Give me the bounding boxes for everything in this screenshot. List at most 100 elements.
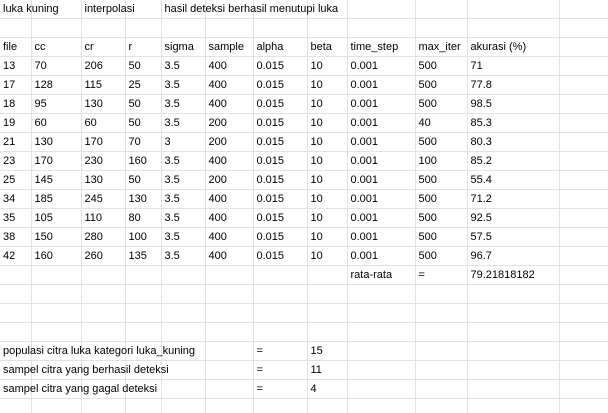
table-cell[interactable]: 100 [415, 151, 468, 171]
table-cell[interactable]: 0.015 [253, 208, 308, 228]
table-cell[interactable]: 10 [307, 75, 348, 95]
table-cell[interactable]: 128 [31, 75, 82, 95]
column-header-r[interactable]: r [125, 37, 162, 57]
cell[interactable] [559, 189, 608, 209]
table-cell[interactable]: 500 [415, 132, 468, 152]
table-cell[interactable]: 0.015 [253, 56, 308, 76]
cell[interactable] [559, 265, 608, 285]
table-cell[interactable]: 110 [81, 208, 126, 228]
table-cell[interactable]: 3.5 [161, 113, 206, 133]
table-cell[interactable]: 280 [81, 227, 126, 247]
table-cell[interactable]: 71 [467, 56, 560, 76]
table-cell[interactable]: 3.5 [161, 246, 206, 266]
cell[interactable] [31, 303, 82, 323]
cell[interactable] [161, 18, 206, 38]
table-cell[interactable]: 3.5 [161, 56, 206, 76]
table-cell[interactable]: 3.5 [161, 189, 206, 209]
cell[interactable] [125, 265, 162, 285]
table-cell[interactable]: 0.015 [253, 170, 308, 190]
cell[interactable] [347, 18, 416, 38]
table-cell[interactable]: 130 [81, 94, 126, 114]
table-cell[interactable]: 10 [307, 113, 348, 133]
table-cell[interactable]: 71.2 [467, 189, 560, 209]
cell[interactable] [415, 18, 468, 38]
summary-populasi-equals[interactable]: = [253, 341, 308, 361]
cell[interactable]: sampel citra yang gagal deteksi [0, 379, 157, 399]
cell[interactable] [415, 341, 468, 361]
table-cell[interactable]: 0.001 [347, 151, 416, 171]
table-cell[interactable]: 400 [205, 75, 254, 95]
cell[interactable] [559, 227, 608, 247]
table-cell[interactable]: 38 [0, 227, 32, 247]
table-cell[interactable]: 34 [0, 189, 32, 209]
cell[interactable] [161, 379, 206, 399]
cell[interactable] [205, 379, 254, 399]
cell[interactable] [415, 0, 468, 19]
table-cell[interactable]: 96.7 [467, 246, 560, 266]
cell[interactable] [347, 322, 416, 342]
cell[interactable] [81, 341, 126, 361]
cell[interactable] [347, 398, 416, 413]
table-cell[interactable]: 10 [307, 151, 348, 171]
table-cell[interactable]: 160 [31, 246, 82, 266]
cell[interactable] [307, 0, 348, 19]
column-header-file[interactable]: file [0, 37, 32, 57]
cell[interactable] [31, 284, 82, 304]
table-cell[interactable]: 3.5 [161, 170, 206, 190]
cell[interactable] [307, 303, 348, 323]
cell[interactable] [467, 284, 560, 304]
table-cell[interactable]: 0.015 [253, 227, 308, 247]
table-cell[interactable]: 400 [205, 94, 254, 114]
table-cell[interactable]: 0.001 [347, 227, 416, 247]
cell[interactable] [161, 284, 206, 304]
table-cell[interactable]: 50 [125, 94, 162, 114]
cell[interactable] [81, 360, 126, 380]
cell[interactable] [125, 379, 162, 399]
table-cell[interactable]: 145 [31, 170, 82, 190]
table-cell[interactable]: 150 [31, 227, 82, 247]
column-header-max-iter[interactable]: max_iter [415, 37, 468, 57]
cell[interactable] [559, 37, 608, 57]
cell[interactable] [31, 341, 82, 361]
table-cell[interactable]: 260 [81, 246, 126, 266]
cell[interactable] [559, 303, 608, 323]
column-header-cc[interactable]: cc [31, 37, 82, 57]
cell[interactable] [415, 360, 468, 380]
table-cell[interactable]: 170 [81, 132, 126, 152]
table-cell[interactable]: 25 [125, 75, 162, 95]
cell[interactable] [559, 341, 608, 361]
table-cell[interactable]: 3.5 [161, 75, 206, 95]
table-cell[interactable]: 105 [31, 208, 82, 228]
table-cell[interactable]: 0.015 [253, 246, 308, 266]
cell[interactable] [347, 379, 416, 399]
table-cell[interactable]: 200 [205, 113, 254, 133]
cell[interactable] [253, 18, 308, 38]
cell[interactable] [31, 322, 82, 342]
table-cell[interactable]: 17 [0, 75, 32, 95]
cell[interactable] [125, 360, 162, 380]
table-cell[interactable]: 500 [415, 227, 468, 247]
column-header-beta[interactable]: beta [307, 37, 348, 57]
table-cell[interactable]: 170 [31, 151, 82, 171]
cell[interactable] [205, 360, 254, 380]
cell[interactable] [347, 360, 416, 380]
cell[interactable] [205, 341, 254, 361]
table-cell[interactable]: 57.5 [467, 227, 560, 247]
table-cell[interactable]: 25 [0, 170, 32, 190]
cell[interactable]: interpolasi [81, 0, 135, 19]
cell[interactable] [559, 94, 608, 114]
table-cell[interactable]: 100 [125, 227, 162, 247]
cell[interactable] [253, 303, 308, 323]
summary-berhasil-equals[interactable]: = [253, 360, 308, 380]
column-header-cr[interactable]: cr [81, 37, 126, 57]
table-cell[interactable]: 500 [415, 170, 468, 190]
cell[interactable] [559, 379, 608, 399]
cell[interactable] [307, 265, 348, 285]
cell[interactable] [125, 0, 162, 19]
cell[interactable] [415, 284, 468, 304]
cell[interactable]: hasil deteksi berhasil menutupi luka [161, 0, 338, 19]
cell[interactable] [125, 398, 162, 413]
table-cell[interactable]: 185 [31, 189, 82, 209]
table-cell[interactable]: 200 [205, 132, 254, 152]
table-cell[interactable]: 3.5 [161, 208, 206, 228]
